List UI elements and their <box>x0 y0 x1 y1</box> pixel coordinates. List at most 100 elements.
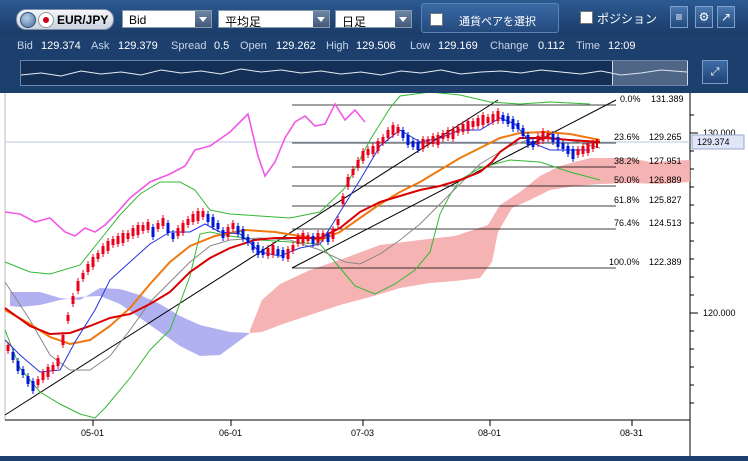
candle-body <box>336 219 340 225</box>
ask-value: 129.379 <box>118 40 158 52</box>
price-type-select[interactable]: Bid <box>122 10 212 28</box>
candle-body <box>466 121 470 131</box>
candle-body <box>116 236 120 244</box>
candle-body <box>166 223 170 233</box>
price-chart[interactable]: 130.000 120.000 129.374 05-01 06-01 07-0… <box>0 91 748 456</box>
timeframe-value: 日足 <box>342 15 367 29</box>
settings-button[interactable]: ⚙ <box>695 6 713 28</box>
candle-body <box>171 233 175 239</box>
candle-body <box>496 111 500 121</box>
date-axis-label: 05-01 <box>81 428 104 438</box>
candle-body <box>486 117 490 123</box>
candle-body <box>586 143 590 153</box>
candle-body <box>296 236 300 244</box>
candle-body <box>436 135 440 145</box>
candle-body <box>591 143 595 149</box>
fib-level-label: 50.0% <box>614 175 640 185</box>
chikou-span-line <box>4 102 366 237</box>
candle-body <box>381 137 385 143</box>
candle-body <box>266 248 270 256</box>
position-checkbox[interactable] <box>580 11 593 24</box>
fibonacci-lines <box>292 104 616 269</box>
menu-button[interactable]: ≡ <box>670 6 688 28</box>
candle-body <box>201 211 205 217</box>
overview-navigator[interactable] <box>20 60 688 86</box>
pair-select-label: 通貨ペアを選択 <box>459 16 536 28</box>
candle-body <box>51 365 55 371</box>
candle-body <box>536 136 540 144</box>
candle-body <box>341 196 345 204</box>
bid-label: Bid <box>17 40 33 52</box>
fib-level-label: 61.8% <box>614 195 640 205</box>
candle-body <box>481 115 485 125</box>
open-value: 129.262 <box>276 40 316 52</box>
pair-select-checkbox[interactable] <box>430 13 443 26</box>
candle-body <box>476 118 480 126</box>
candle-body <box>501 115 505 121</box>
candle-body <box>231 223 235 229</box>
candle-body <box>431 136 435 144</box>
resize-arrows-icon: ⤢ <box>710 66 720 78</box>
candle-body <box>581 146 585 154</box>
candle-body <box>61 335 65 345</box>
japan-flag-icon <box>38 12 54 28</box>
overview-range-handle[interactable] <box>612 61 688 85</box>
change-label: Change <box>490 40 529 52</box>
fib-level-label: 100.0% <box>609 257 640 267</box>
candle-body <box>281 250 285 258</box>
candle-body <box>271 245 275 255</box>
candle-body <box>206 214 210 222</box>
currency-pair-button[interactable]: EUR/JPY <box>16 9 114 30</box>
candle-body <box>196 211 200 221</box>
heikin-ashi-candles <box>6 108 595 394</box>
fib-level-label: 23.6% <box>614 132 640 142</box>
bid-value: 129.374 <box>41 40 81 52</box>
popout-icon: ↗ <box>720 10 732 24</box>
candle-body <box>526 135 530 145</box>
candle-body <box>311 236 315 244</box>
candle-body <box>101 246 105 254</box>
pair-select-button[interactable]: 通貨ペアを選択 <box>421 3 559 33</box>
toolbar: EUR/JPY Bid 平均足 日足 通貨ペアを選択 ポジション ≡ ⚙ ↗ <box>0 0 748 34</box>
candle-body <box>551 134 555 142</box>
candle-body <box>46 367 50 377</box>
popout-button[interactable]: ↗ <box>717 6 735 28</box>
candle-body <box>396 127 400 133</box>
timeframe-select[interactable]: 日足 <box>335 10 412 29</box>
candle-body <box>506 116 510 124</box>
zoom-toggle-button[interactable]: ⤢ <box>702 60 728 84</box>
candle-body <box>71 296 75 304</box>
candle-body <box>376 141 380 151</box>
candle-body <box>211 217 215 227</box>
candle-body <box>261 249 265 255</box>
fib-price-label: 131.389 <box>651 94 684 104</box>
menu-icon: ≡ <box>675 10 683 24</box>
fib-price-label: 122.389 <box>649 257 682 267</box>
chart-canvas: 130.000 120.000 129.374 05-01 06-01 07-0… <box>4 91 745 456</box>
candle-body <box>316 233 320 243</box>
indicator-select[interactable]: 平均足 <box>218 10 330 29</box>
candle-body <box>126 233 130 239</box>
price-axis-label: 130.000 <box>703 128 736 138</box>
candle-body <box>56 358 60 366</box>
candle-body <box>426 139 430 145</box>
candle-body <box>391 125 395 135</box>
candle-body <box>26 376 30 384</box>
candle-body <box>531 141 535 147</box>
candle-body <box>221 230 225 238</box>
candle-body <box>411 141 415 147</box>
ichimoku-cloud-bearish <box>10 288 250 356</box>
trend-lines <box>4 99 617 416</box>
candle-body <box>461 124 465 132</box>
candle-body <box>356 160 360 168</box>
candle-body <box>86 264 90 272</box>
date-axis-label: 07-03 <box>351 428 374 438</box>
candle-body <box>416 142 420 150</box>
overview-sparkline <box>21 68 687 77</box>
ichimoku-cloud-bullish <box>250 158 690 333</box>
candle-body <box>251 242 255 250</box>
candle-body <box>421 139 425 149</box>
candle-body <box>326 234 330 242</box>
chevron-down-icon <box>395 11 411 27</box>
ask-label: Ask <box>91 40 110 52</box>
